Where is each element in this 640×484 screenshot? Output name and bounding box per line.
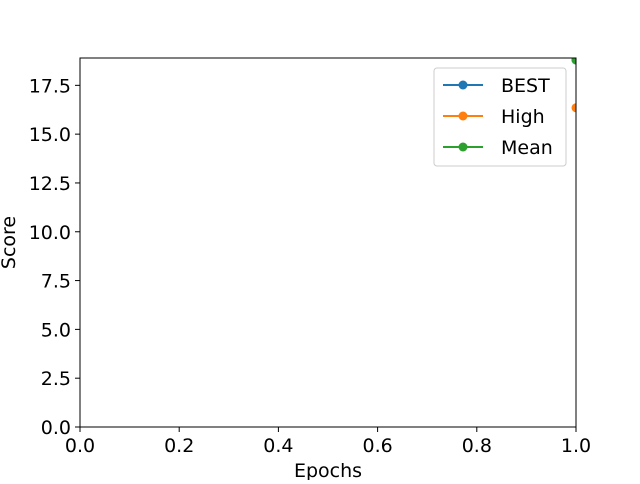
x-tick-label: 1.0 [561, 435, 591, 457]
y-tick-label: 2.5 [41, 368, 71, 390]
y-tick-label: 7.5 [41, 271, 71, 293]
x-axis-label: Epochs [294, 460, 362, 480]
legend-label: BEST [501, 75, 550, 97]
legend: BEST High Mean [433, 67, 567, 167]
series-mean [571, 58, 576, 65]
y-tick-label: 15.0 [29, 124, 71, 146]
series-layer [571, 58, 576, 113]
legend-entry-mean: Mean [443, 137, 553, 159]
legend-label: High [501, 106, 545, 128]
y-tick-label: 0.0 [41, 417, 71, 439]
x-tick-label: 0.8 [462, 435, 492, 457]
legend-entry-high: High [443, 106, 545, 128]
y-tick-label: 12.5 [29, 173, 71, 195]
x-tick-label: 0.0 [65, 435, 95, 457]
legend-label: Mean [501, 137, 553, 159]
legend-marker [458, 80, 468, 90]
plot-frame [79, 57, 577, 428]
legend-marker [458, 111, 468, 121]
y-tick-label: 5.0 [41, 319, 71, 341]
data-point-mean [571, 58, 576, 65]
legend-box [433, 67, 567, 167]
legend-entry-best: BEST [443, 75, 550, 97]
x-tick-label: 0.4 [263, 435, 293, 457]
legend-marker [458, 142, 468, 152]
y-tick-label: 10.0 [29, 222, 71, 244]
y-tick-label: 17.5 [29, 75, 71, 97]
series-high [571, 103, 576, 113]
x-axis: 0.0 0.2 0.4 0.6 0.8 1.0 [65, 427, 591, 457]
x-tick-label: 0.2 [164, 435, 194, 457]
y-axis-label: Score [0, 216, 20, 269]
x-tick-label: 0.6 [362, 435, 392, 457]
y-axis: 0.0 2.5 5.0 7.5 10.0 12.5 15.0 17.5 [29, 75, 80, 439]
data-point-high [571, 103, 576, 113]
